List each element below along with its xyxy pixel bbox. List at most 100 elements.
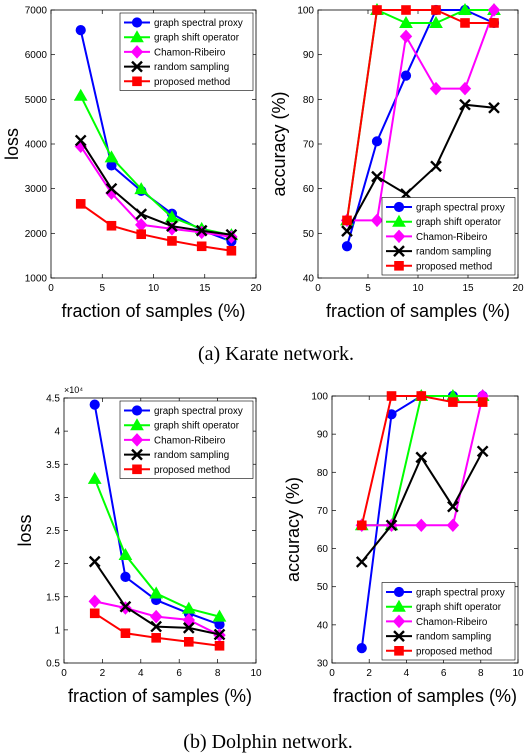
data-point — [399, 29, 413, 44]
legend-swatch-marker — [393, 201, 405, 213]
data-point — [476, 445, 489, 458]
data-point — [89, 608, 100, 619]
y-tick-label: 3.5 — [46, 460, 60, 471]
chart-karate-accuracy: 0 5 10 15 20 40 50 60 70 80 90 100 fraction of sampl… — [269, 2, 524, 321]
legend-item: graph shift operator — [386, 599, 502, 613]
legend-swatch-marker — [130, 30, 144, 43]
legend-swatch-marker — [392, 214, 406, 227]
y-tick-label: 60 — [303, 184, 315, 195]
legend-label: graph spectral proxy — [416, 588, 505, 599]
series-proposed-method — [75, 199, 237, 256]
y-axis-label: loss — [15, 514, 35, 546]
chart-dolphin-accuracy: 0 2 4 6 8 10 30 40 50 60 70 80 90 100 fraction of samp… — [283, 388, 524, 706]
y-tick-label: 50 — [317, 582, 329, 593]
legend-item: graph shift operator — [386, 214, 502, 228]
data-point — [118, 548, 133, 561]
legend-swatch-marker — [132, 464, 142, 475]
y-tick-label: 4.5 — [46, 394, 60, 405]
data-point — [214, 640, 225, 651]
x-axis-label: fraction of samples (%) — [61, 301, 245, 321]
data-point — [74, 134, 87, 147]
y-axis-label: loss — [2, 128, 22, 160]
x-tick-label: 8 — [478, 668, 484, 679]
series-proposed-method — [342, 5, 499, 226]
data-point — [149, 586, 164, 599]
legend-swatch-marker — [130, 45, 144, 59]
x-tick-label: 0 — [329, 668, 335, 679]
data-point — [196, 241, 207, 252]
series-random-sampling — [74, 134, 238, 241]
legend: graph spectral proxy graph shift operator… — [381, 582, 516, 661]
data-point — [87, 471, 102, 484]
legend-swatch-marker — [132, 76, 142, 87]
data-point — [119, 600, 132, 613]
data-point — [89, 399, 100, 410]
legend-swatch-marker — [394, 261, 404, 271]
legend-label: graph shift operator — [154, 33, 240, 44]
x-tick-label: 2 — [366, 668, 372, 679]
data-point — [151, 633, 161, 643]
y-tick-label: 1.5 — [46, 592, 60, 603]
legend-label: graph spectral proxy — [154, 406, 243, 417]
legend: graph spectral proxy graph shift operator… — [381, 197, 516, 276]
x-tick-label: 10 — [250, 668, 262, 679]
data-point — [355, 556, 368, 568]
data-point — [182, 622, 195, 634]
data-point — [341, 225, 353, 237]
legend-label: random sampling — [154, 450, 229, 461]
data-point — [165, 210, 179, 223]
data-point — [370, 213, 384, 228]
legend-item: graph shift operator — [124, 30, 240, 44]
legend-swatch-marker — [393, 630, 405, 642]
data-point — [458, 81, 472, 96]
data-point — [460, 18, 470, 28]
data-point — [372, 5, 382, 15]
data-point — [386, 391, 397, 401]
data-point — [415, 451, 428, 464]
x-tick-label: 6 — [441, 668, 447, 679]
data-point — [459, 98, 471, 111]
series-chamon-ribeiro — [340, 3, 501, 228]
legend-swatch-marker — [392, 614, 406, 629]
y-tick-label: 40 — [303, 274, 315, 285]
legend-swatch-marker — [393, 586, 405, 598]
legend-item: proposed method — [124, 464, 230, 476]
data-point — [488, 101, 500, 114]
caption-dolphin: (b) Dolphin network. — [183, 731, 352, 753]
y-tick-label: 4000 — [25, 140, 48, 151]
legend-swatch-marker — [131, 405, 143, 416]
data-point — [431, 5, 441, 15]
data-point — [226, 245, 237, 256]
data-point — [120, 628, 131, 638]
x-tick-label: 0 — [315, 283, 321, 294]
data-point — [213, 628, 226, 641]
data-point — [446, 518, 460, 533]
data-point — [134, 182, 149, 195]
legend-label: Chamon-Ribeiro — [154, 435, 226, 446]
legend-label: proposed method — [154, 77, 230, 88]
y-tick-label: 50 — [303, 229, 315, 240]
x-tick-label: 4 — [138, 668, 144, 679]
chart-dolphin-loss: 0 2 4 6 8 10 0.5 1 1.5 2 2.5 3 3.5 4 4.5 ×10⁴ fraction o… — [15, 385, 262, 706]
legend-item: graph spectral proxy — [124, 17, 243, 29]
legend-item: graph spectral proxy — [124, 405, 243, 417]
legend-item: Chamon-Ribeiro — [124, 45, 226, 59]
x-tick-label: 0 — [61, 668, 67, 679]
x-tick-label: 5 — [365, 283, 371, 294]
y-tick-label: 2000 — [25, 229, 48, 240]
legend-label: graph shift operator — [416, 217, 502, 228]
series-random-sampling — [88, 555, 226, 641]
x-tick-label: 15 — [462, 283, 474, 294]
series-line — [80, 203, 232, 252]
data-point — [150, 620, 163, 633]
legend: graph spectral proxy graph shift operator… — [119, 12, 254, 91]
legend-item: graph spectral proxy — [386, 586, 505, 599]
data-point — [430, 160, 442, 173]
data-point — [371, 136, 383, 147]
y-tick-label: 2.5 — [46, 526, 60, 537]
y-axis-label: accuracy (%) — [269, 91, 289, 196]
y-tick-label: 100 — [311, 392, 328, 403]
legend-swatch-marker — [393, 245, 405, 257]
series-proposed-method — [89, 608, 225, 651]
